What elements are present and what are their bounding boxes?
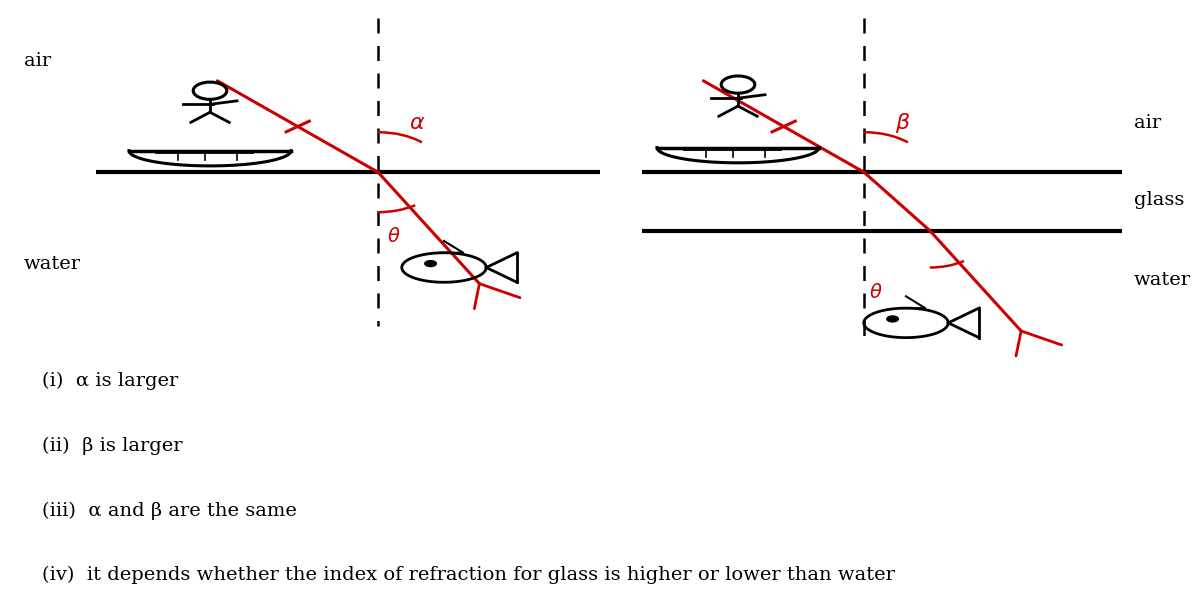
- Text: air: air: [24, 52, 52, 71]
- Text: $\theta$: $\theta$: [869, 283, 883, 301]
- Text: (iii)  α and β are the same: (iii) α and β are the same: [42, 501, 296, 520]
- Circle shape: [887, 316, 899, 322]
- Text: $\alpha$: $\alpha$: [409, 113, 426, 133]
- Circle shape: [425, 261, 437, 266]
- Text: glass: glass: [1134, 191, 1184, 209]
- Text: (i)  α is larger: (i) α is larger: [42, 372, 179, 391]
- Text: $\beta$: $\beta$: [895, 111, 910, 135]
- Text: water: water: [24, 255, 82, 274]
- Text: air: air: [1134, 114, 1162, 132]
- Text: $\theta$: $\theta$: [386, 228, 401, 246]
- Text: water: water: [1134, 271, 1190, 289]
- Text: (iv)  it depends whether the index of refraction for glass is higher or lower th: (iv) it depends whether the index of ref…: [42, 566, 895, 584]
- Text: (ii)  β is larger: (ii) β is larger: [42, 437, 182, 455]
